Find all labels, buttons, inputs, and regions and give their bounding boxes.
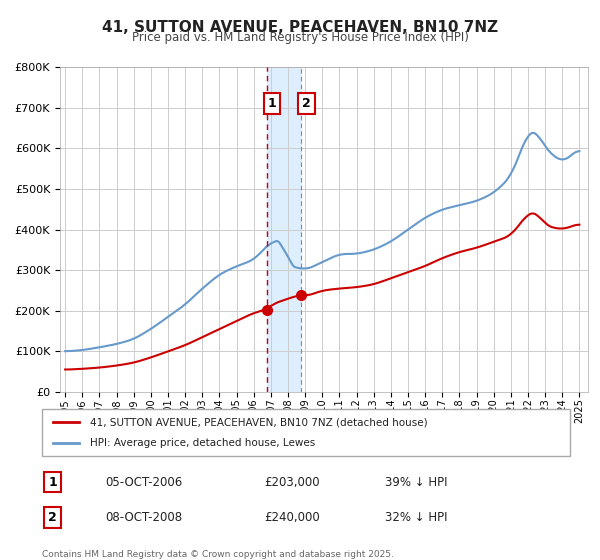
Text: Contains HM Land Registry data © Crown copyright and database right 2025.
This d: Contains HM Land Registry data © Crown c… [42,550,394,560]
Text: 08-OCT-2008: 08-OCT-2008 [106,511,182,524]
Text: 32% ↓ HPI: 32% ↓ HPI [385,511,448,524]
Text: 2: 2 [302,97,311,110]
Text: 1: 1 [48,475,57,488]
Text: 39% ↓ HPI: 39% ↓ HPI [385,475,448,488]
Text: £240,000: £240,000 [264,511,320,524]
Text: 1: 1 [268,97,277,110]
Text: 41, SUTTON AVENUE, PEACEHAVEN, BN10 7NZ: 41, SUTTON AVENUE, PEACEHAVEN, BN10 7NZ [102,20,498,35]
Text: £203,000: £203,000 [264,475,319,488]
Bar [267,67,301,392]
FancyBboxPatch shape [42,409,570,456]
Text: 05-OCT-2006: 05-OCT-2006 [106,475,182,488]
Text: Price paid vs. HM Land Registry's House Price Index (HPI): Price paid vs. HM Land Registry's House … [131,31,469,44]
Text: HPI: Average price, detached house, Lewes: HPI: Average price, detached house, Lewe… [89,438,315,448]
Text: 2: 2 [48,511,57,524]
Text: 41, SUTTON AVENUE, PEACEHAVEN, BN10 7NZ (detached house): 41, SUTTON AVENUE, PEACEHAVEN, BN10 7NZ … [89,417,427,427]
